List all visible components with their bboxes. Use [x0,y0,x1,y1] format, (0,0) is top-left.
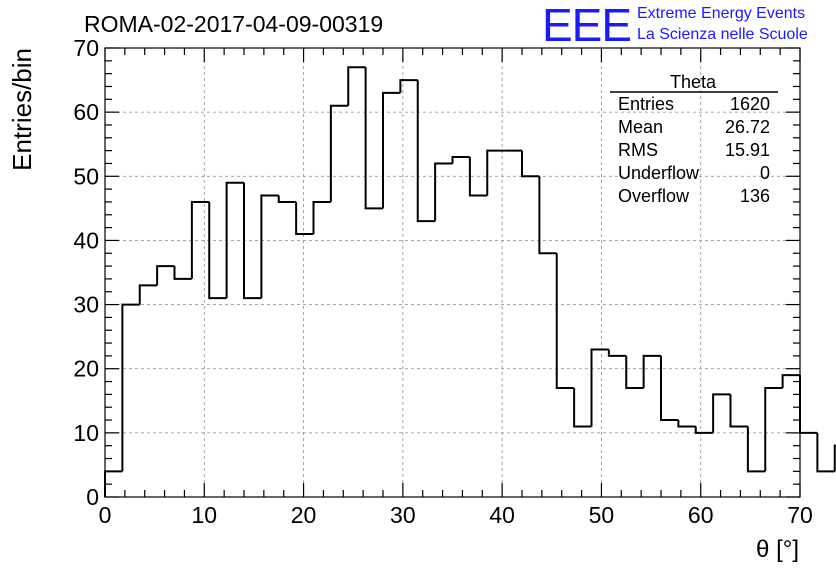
x-tick-label: 20 [291,502,317,528]
stats-value-mean: 26.72 [725,117,770,137]
logo-line-1: Extreme Energy Events [637,5,805,22]
histogram-bin [312,200,331,235]
logo-letters: EEE [542,0,631,51]
histogram-bin [156,265,175,286]
histogram-bin [816,432,835,473]
histogram-bin [625,355,644,389]
x-tick-label: 40 [489,502,515,528]
x-axis-label: θ [°] [756,536,799,563]
histogram-bin [573,387,592,428]
histogram-bin [329,104,349,202]
histogram-bin [555,253,575,389]
stats-label-entries: Entries [618,94,674,114]
histogram-bin [138,284,158,305]
x-tick-label: 60 [688,502,714,528]
histogram-bin [295,201,314,236]
histogram-bin [677,420,696,428]
histogram-bin [538,176,557,255]
histogram-bin [434,162,453,222]
histogram-bin [243,182,262,300]
x-tick-label: 30 [390,502,416,528]
histogram-bin [746,426,766,473]
histogram-bin [590,348,609,427]
eee-logo: EEE Extreme Energy Events La Scienza nel… [542,0,808,51]
histogram-bin [642,354,661,388]
histogram-bin [486,149,505,196]
histogram-bin [694,426,714,434]
histogram-bin [382,91,401,209]
histogram-bin [660,355,679,422]
stats-value-overflow: 136 [740,186,770,206]
y-tick-label: 10 [73,420,99,446]
histogram-bin [277,195,297,203]
histogram-bin [173,266,192,280]
x-tick-label: 0 [99,502,112,528]
histogram-bin [347,66,366,106]
histogram-bin [799,375,818,434]
y-tick-label: 0 [86,484,99,510]
plot-frame [104,47,801,498]
logo-line-2: La Scienza nelle Scuole [637,26,808,43]
y-axis-label: Entries/bin [7,48,37,171]
histogram-bars [104,66,836,497]
x-tick-label: 50 [589,502,615,528]
histogram-bin [468,157,488,197]
x-tick-label: 70 [787,502,813,528]
histogram-bin [607,349,627,357]
histogram-bin [781,374,800,388]
x-tick-label: 10 [191,502,217,528]
stats-label-overflow: Overflow [618,186,690,206]
y-tick-label: 40 [73,227,99,253]
histogram-bin [712,393,731,433]
stats-title: Theta [670,72,717,92]
histogram-bin [416,80,436,223]
histogram-bin [833,444,836,472]
stats-label-underflow: Underflow [618,163,700,183]
stats-label-mean: Mean [618,117,663,137]
histogram-bin [729,394,748,428]
stats-value-rms: 15.91 [725,140,770,160]
histogram-bin [451,156,470,164]
histogram-bin [225,181,244,299]
axis-ticks [104,47,801,498]
histogram-bin [190,200,210,279]
stats-box: Theta Entries 1620 Mean 26.72 RMS 15.91 … [610,72,778,206]
histogram-bin [260,194,279,299]
y-tick-labels: 0 10 20 30 40 50 60 70 [73,35,99,510]
run-title: ROMA-02-2017-04-09-00319 [84,11,383,37]
y-tick-label: 20 [73,356,99,382]
stats-label-rms: RMS [618,140,658,160]
grid-lines [105,48,800,497]
histogram-bin [121,303,140,472]
y-tick-label: 60 [73,99,99,125]
y-tick-label: 50 [73,163,99,189]
histogram-bin [764,386,783,472]
stats-value-underflow: 0 [760,163,770,183]
stats-value-entries: 1620 [730,94,770,114]
histogram-bin [399,79,418,93]
y-tick-label: 30 [73,292,99,318]
x-tick-labels: 0 10 20 30 40 50 60 70 [99,502,813,528]
y-tick-label: 70 [73,35,99,61]
histogram-bin [208,201,227,300]
histogram-bin [521,150,540,178]
histogram-bin [364,67,383,210]
